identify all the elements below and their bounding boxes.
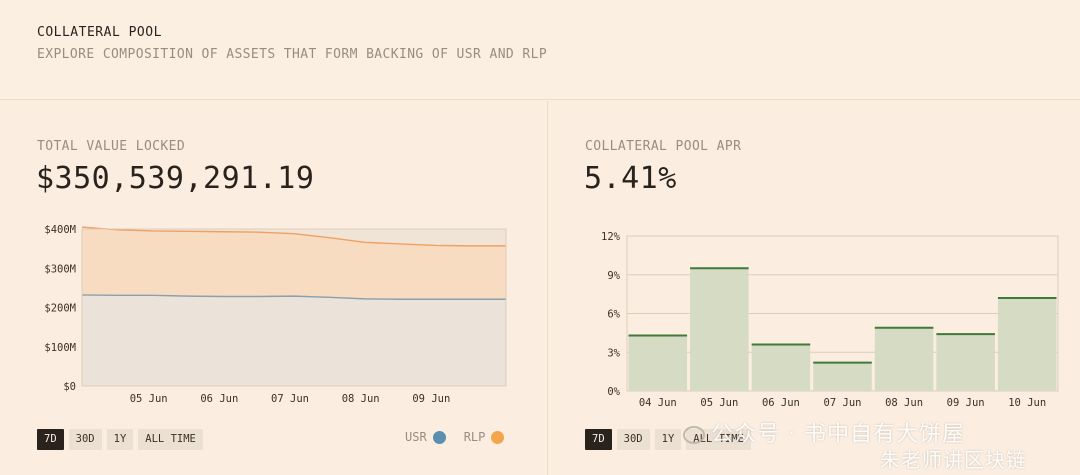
usr-series-line <box>81 294 506 300</box>
tvl-range-30d[interactable]: 30D <box>68 429 102 450</box>
tvl-range-all-time[interactable]: ALL TIME <box>138 429 203 450</box>
apr-y-tick-label: 6% <box>607 309 620 321</box>
apr-y-tick-label: 9% <box>607 270 620 282</box>
apr-bar <box>628 335 688 391</box>
page-title: COLLATERAL POOL <box>37 25 162 40</box>
apr-bar <box>751 344 811 391</box>
apr-bar <box>936 334 995 391</box>
tvl-plot-border <box>81 228 507 387</box>
apr-bar <box>874 327 934 391</box>
tvl-y-tick-label: $200M <box>44 303 76 315</box>
tvl-x-tick-label: 05 Jun <box>130 393 168 405</box>
tvl-x-tick-label: 06 Jun <box>200 393 238 405</box>
tvl-y-tick-label: $100M <box>44 342 76 354</box>
apr-value: 5.41% <box>584 161 677 196</box>
apr-y-tick-label: 3% <box>607 347 620 359</box>
apr-range-selector: 7D 30D 1Y ALL TIME <box>585 429 751 450</box>
apr-range-7d[interactable]: 7D <box>585 429 612 450</box>
apr-y-tick-label: 0% <box>607 386 620 398</box>
apr-range-30d[interactable]: 30D <box>616 429 650 450</box>
tvl-value: $350,539,291.19 <box>36 161 315 196</box>
apr-bar-chart: 0% 3% 6% 9% 12% 04 Jun 05 Jun 06 Jun 07 Jun 08 Ju… <box>601 231 1059 409</box>
apr-x-tick-label: 09 Jun <box>947 397 985 409</box>
apr-panel: COLLATERAL POOL APR 5.41% 0% 3% 6% 9% 12% 04 … <box>549 101 1080 475</box>
apr-x-tick-label: 10 Jun <box>1008 397 1046 409</box>
tvl-x-tick-label: 08 Jun <box>342 393 380 405</box>
legend-rlp[interactable]: RLP <box>464 430 505 444</box>
rlp-dot-icon <box>491 430 505 444</box>
apr-bar <box>690 268 749 391</box>
tvl-x-tick-label: 07 Jun <box>271 393 309 405</box>
tvl-range-7d[interactable]: 7D <box>37 429 64 450</box>
usr-area <box>82 294 506 386</box>
tvl-y-tick-label: $300M <box>44 263 76 275</box>
tvl-x-tick-label: 09 Jun <box>412 393 450 405</box>
watermark-line2: 朱老师讲区块链 <box>880 444 1027 473</box>
tvl-legend: USR RLP <box>395 430 505 444</box>
apr-x-tick-label: 06 Jun <box>762 397 800 409</box>
tvl-y-tick-label: $400M <box>44 224 76 236</box>
usr-dot-icon <box>432 430 446 444</box>
tvl-y-tick-label: $0 <box>63 381 76 393</box>
legend-rlp-label: RLP <box>463 430 486 444</box>
apr-x-tick-label: 07 Jun <box>824 397 862 409</box>
page-header: COLLATERAL POOL EXPLORE COMPOSITION OF A… <box>0 0 1080 100</box>
apr-x-tick-label: 04 Jun <box>639 397 677 409</box>
legend-usr[interactable]: USR <box>405 430 446 444</box>
tvl-range-1y[interactable]: 1Y <box>106 429 134 450</box>
page-subtitle: EXPLORE COMPOSITION OF ASSETS THAT FORM … <box>37 47 548 62</box>
tvl-range-selector: 7D 30D 1Y ALL TIME <box>37 429 203 450</box>
tvl-label: TOTAL VALUE LOCKED <box>37 139 186 154</box>
wechat-icon <box>683 426 705 444</box>
apr-x-tick-label: 08 Jun <box>885 397 923 409</box>
apr-y-tick-label: 12% <box>601 231 621 243</box>
apr-x-tick-label: 05 Jun <box>700 397 738 409</box>
apr-label: COLLATERAL POOL APR <box>585 139 742 154</box>
apr-bar <box>813 362 872 391</box>
rlp-series-line <box>81 226 506 247</box>
apr-bar <box>997 298 1057 391</box>
watermark-text-2: 朱老师讲区块链 <box>880 448 1027 472</box>
watermark-line1: 公众号 · 书中自有大饼屋 <box>683 416 965 448</box>
apr-range-1y[interactable]: 1Y <box>654 429 682 450</box>
watermark-text-1: 公众号 · 书中自有大饼屋 <box>711 422 965 447</box>
legend-usr-label: USR <box>405 430 427 444</box>
tvl-area-chart: $0 $100M $200M $300M $400M 05 Jun 06 Jun 07 Jun… <box>44 224 507 405</box>
tvl-panel: TOTAL VALUE LOCKED $350,539,291.19 $0 $10… <box>0 101 548 475</box>
